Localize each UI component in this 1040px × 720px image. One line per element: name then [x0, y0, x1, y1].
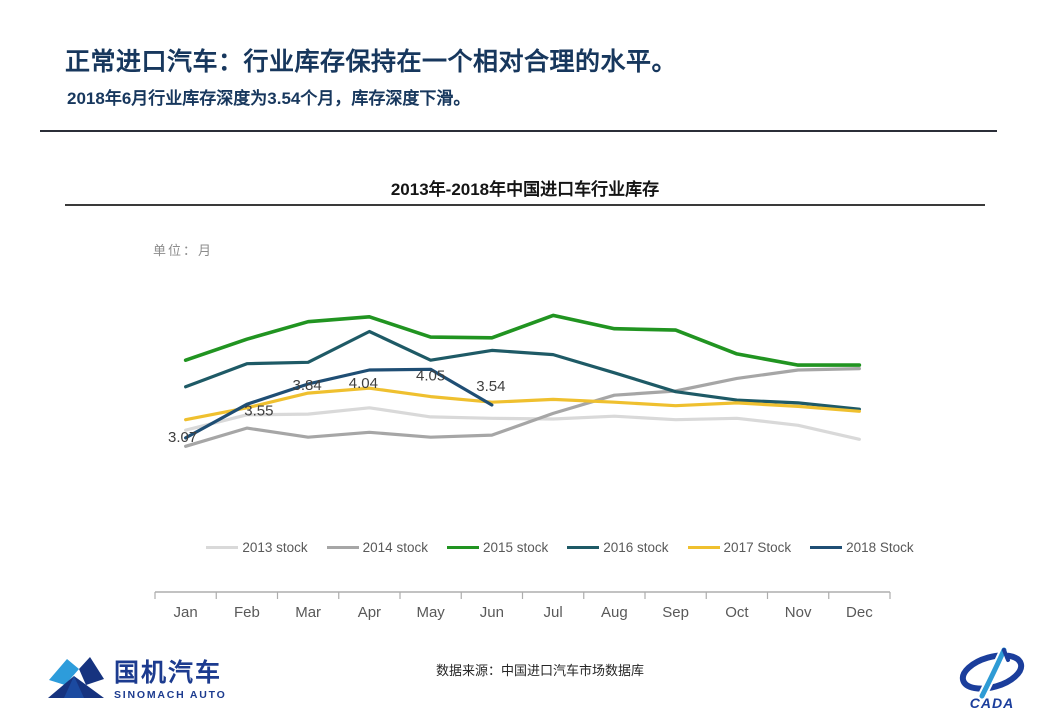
series-line-2014-stock [184, 367, 861, 448]
unit-label: 单位：月 [153, 243, 214, 258]
chart-legend: 2013 stock 2014 stock 2015 stock 2016 stock… [185, 540, 935, 555]
data-label: 3.84 [293, 377, 322, 394]
legend-label: 2015 stock [482, 540, 549, 555]
x-axis-label: Sep [662, 604, 689, 621]
data-label: 3.54 [476, 378, 505, 395]
legend-swatch [446, 546, 479, 549]
x-axis-label: Aug [601, 604, 628, 621]
legend-label: 2017 Stock [723, 540, 792, 555]
sinomach-logo-en-text: SINOMACH AUTO [114, 689, 227, 701]
data-label: 3.07 [168, 429, 197, 446]
x-axis-label: Jul [544, 604, 563, 621]
chart-title-underline [65, 204, 985, 206]
chart-title: 2013年-2018年中国进口车行业库存 [390, 180, 660, 199]
data-label: 4.04 [349, 375, 378, 392]
legend-item-2013-stock: 2013 stock [206, 540, 308, 555]
legend-swatch [687, 546, 720, 549]
legend-item-2016-stock: 2016 stock [567, 540, 669, 555]
sinomach-mountain-icon [44, 652, 106, 709]
x-axis-label: Jan [174, 604, 198, 621]
page-subtitle: 2018年6月行业库存深度为3.54个月，库存深度下滑。 [67, 89, 471, 108]
legend-item-2014-stock: 2014 stock [326, 540, 428, 555]
sinomach-logo-cn-text: 国机汽车 [114, 659, 223, 687]
legend-swatch [567, 546, 600, 549]
legend-label: 2018 Stock [846, 540, 914, 555]
legend-item-2015-stock: 2015 stock [446, 540, 549, 555]
x-axis-label: Feb [234, 604, 260, 621]
series-line-2016-stock [184, 329, 861, 411]
x-axis-label: Dec [846, 604, 873, 621]
legend-swatch [810, 546, 843, 549]
legend-swatch [206, 546, 239, 549]
cada-logo-icon [959, 647, 1025, 699]
x-axis-label: Apr [358, 604, 381, 621]
legend-label: 2014 stock [362, 540, 428, 555]
x-axis-label: Jun [480, 604, 504, 621]
series-line-2015-stock [183, 313, 862, 367]
x-axis-label: Oct [725, 604, 749, 621]
legend-item-2017-stock: 2017 Stock [687, 540, 792, 555]
cada-logo-text: CADA [970, 695, 1014, 711]
cada-logo: CADA [948, 646, 1036, 717]
data-source-note: 数据来源：中国进口汽车市场数据库 [435, 663, 644, 678]
header-divider [40, 130, 997, 132]
legend-item-2018-stock: 2018 Stock [810, 540, 914, 555]
legend-swatch [326, 546, 359, 549]
line-chart: Jan Feb Mar Apr May Jun Jul Aug Sep Oct Nov Dec 3.07… [154, 313, 891, 621]
data-label: 3.55 [244, 402, 273, 419]
series-line-2013-stock [184, 406, 861, 441]
legend-label: 2013 stock [242, 540, 308, 555]
x-axis-label: Nov [785, 604, 812, 621]
x-axis-label: Mar [295, 604, 321, 621]
series-line-2017-stock [184, 386, 861, 422]
page-title: 正常进口汽车：行业库存保持在一个相对合理的水平。 [65, 48, 678, 76]
sinomach-logo: 国机汽车 SINOMACH AUTO [44, 652, 227, 709]
x-axis-label: May [416, 604, 445, 621]
data-label: 4.05 [416, 367, 445, 384]
legend-label: 2016 stock [603, 540, 669, 555]
series-line-2018-stock [184, 367, 494, 440]
